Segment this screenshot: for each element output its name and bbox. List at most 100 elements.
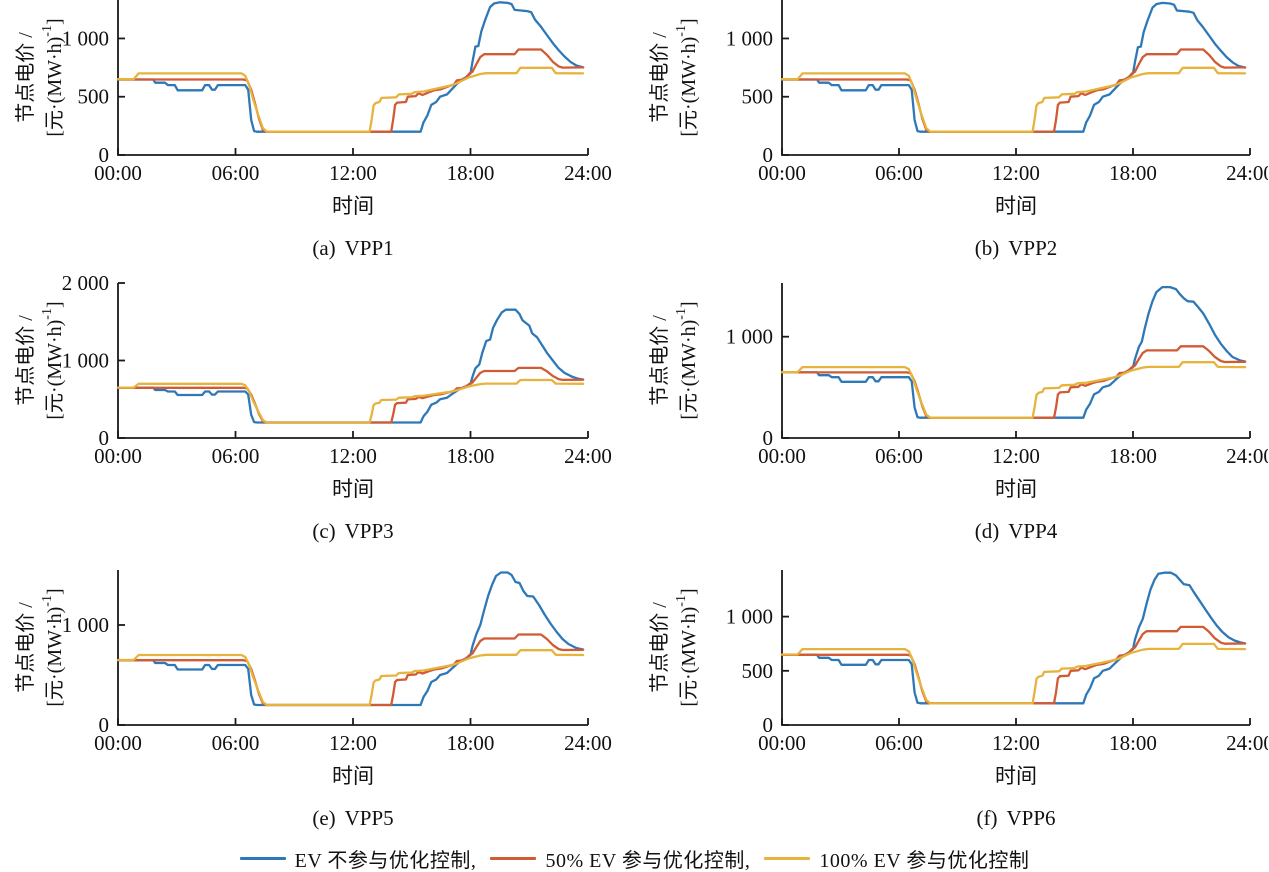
x-tick-label: 12:00 (329, 731, 377, 755)
y-tick-label: 2 000 (62, 271, 109, 295)
y-tick-label: 1 000 (726, 605, 773, 629)
series-line-ev0 (116, 1, 585, 133)
x-tick-label: 06:00 (212, 161, 260, 185)
y-tick-label: 0 (99, 426, 110, 450)
subplot-caption: (f) VPP6 (976, 806, 1055, 830)
subplot-a-vpp1: 0 500 1 000 00:00 06:00 12:00 18:00 24:00 节点电价 /… (0, 0, 634, 270)
x-tick-label: 24:00 (1226, 444, 1268, 468)
y-tick-label: 500 (742, 659, 774, 683)
y-tick-label: 0 (763, 143, 774, 167)
y-axis-label-unit: [元·(MW·h)-1] (40, 588, 67, 706)
legend-line-sample-yellow-icon (764, 856, 811, 860)
x-tick-label: 12:00 (992, 731, 1040, 755)
subplot-caption: (e) VPP5 (312, 806, 393, 830)
series-line-ev0 (780, 1, 1247, 133)
series-line-ev0 (780, 571, 1247, 705)
y-tick-label: 1 000 (62, 613, 109, 637)
x-tick-label: 00:00 (758, 161, 806, 185)
y-tick-label: 0 (763, 713, 774, 737)
x-tick-label: 06:00 (212, 444, 260, 468)
x-tick-label: 00:00 (94, 731, 142, 755)
subplot-c-vpp3: 0 1 000 2 000 00:00 06:00 12:00 18:00 24:00 节点电价… (0, 270, 634, 557)
x-tick-label: 00:00 (94, 444, 142, 468)
series-line-ev50 (116, 48, 585, 133)
x-tick-label: 06:00 (875, 444, 923, 468)
series-line-ev0 (780, 285, 1247, 419)
x-tick-label: 00:00 (94, 161, 142, 185)
legend-item-ev-50: 50% EV 参与优化控制, (490, 844, 750, 872)
x-tick-label: 24:00 (1226, 731, 1268, 755)
subplot-grid: 0 500 1 000 00:00 06:00 12:00 18:00 24:00 节点电价 /… (0, 0, 1269, 844)
x-tick-label: 12:00 (992, 161, 1040, 185)
subplot-caption: (d) VPP4 (975, 519, 1058, 543)
y-tick-label: 1 000 (62, 26, 109, 50)
x-tick-label: 12:00 (329, 161, 377, 185)
legend-line-sample-orange-icon (490, 856, 537, 860)
axis-frame (117, 283, 588, 439)
legend-item-ev-100: 100% EV 参与优化控制 (764, 844, 1029, 872)
x-axis-label: 时间 (995, 194, 1037, 218)
y-axis-label-line1: 节点电价 / (14, 32, 37, 123)
chart-svg-vpp4: 0 1 000 00:00 06:00 12:00 18:00 24:00 节点电价 /[元·… (648, 283, 1268, 543)
x-tick-label: 24:00 (1226, 161, 1268, 185)
x-tick-label: 18:00 (447, 161, 495, 185)
series-line-ev100 (780, 361, 1247, 419)
y-tick-label: 500 (78, 85, 110, 109)
subplot-caption: (a) VPP1 (312, 236, 393, 260)
subplot-f-vpp6: 0 500 1 000 00:00 06:00 12:00 18:00 24:00 节点电价 /… (634, 557, 1269, 844)
y-axis-label-line1: 节点电价 / (648, 602, 671, 693)
y-axis-label-line1: 节点电价 / (14, 315, 37, 406)
chart-svg-vpp1: 0 500 1 000 00:00 06:00 12:00 18:00 24:00 节点电价 /… (14, 0, 612, 260)
y-axis-label-line1: 节点电价 / (648, 32, 671, 123)
y-tick-label: 0 (99, 143, 110, 167)
x-tick-label: 06:00 (875, 731, 923, 755)
series-line-ev100 (780, 66, 1247, 133)
legend-line-sample-blue-icon (239, 856, 286, 860)
y-axis-label-line1: 节点电价 / (14, 602, 37, 693)
axis-frame (781, 283, 1250, 439)
series-line-ev100 (780, 642, 1247, 705)
x-tick-label: 18:00 (1109, 444, 1157, 468)
x-axis-label: 时间 (332, 764, 374, 788)
series-line-ev100 (116, 66, 585, 133)
x-tick-label: 12:00 (992, 444, 1040, 468)
x-axis-label: 时间 (995, 477, 1037, 501)
axis-frame (117, 570, 588, 726)
x-axis-label: 时间 (332, 194, 374, 218)
subplot-caption: (c) VPP3 (312, 519, 393, 543)
series-line-ev50 (780, 48, 1247, 133)
subplot-d-vpp4: 0 1 000 00:00 06:00 12:00 18:00 24:00 节点电价 /[元·… (634, 270, 1269, 557)
x-tick-label: 06:00 (212, 731, 260, 755)
x-tick-label: 00:00 (758, 444, 806, 468)
legend-item-ev-none: EV 不参与优化控制, (239, 844, 477, 872)
y-axis-label-unit: [元·(MW·h)-1] (40, 18, 67, 136)
y-tick-label: 500 (742, 85, 774, 109)
legend-label-ev-none: EV 不参与优化控制, (294, 849, 477, 872)
series-line-ev100 (116, 649, 585, 707)
legend: EV 不参与优化控制, 50% EV 参与优化控制, 100% EV 参与优化控… (0, 844, 1269, 872)
series-line-ev0 (116, 308, 585, 424)
subplot-b-vpp2: 0 500 1 000 00:00 06:00 12:00 18:00 24:00 节点电价 /… (634, 0, 1269, 270)
x-tick-label: 12:00 (329, 444, 377, 468)
chart-svg-vpp6: 0 500 1 000 00:00 06:00 12:00 18:00 24:00 节点电价 /… (648, 570, 1268, 830)
y-tick-label: 0 (763, 426, 774, 450)
y-tick-label: 1 000 (62, 349, 109, 373)
chart-svg-vpp3: 0 1 000 2 000 00:00 06:00 12:00 18:00 24:00 节点电价… (14, 271, 612, 543)
chart-svg-vpp5: 0 1 000 00:00 06:00 12:00 18:00 24:00 节点电价 / [元·… (14, 570, 612, 830)
y-axis-label-line1: 节点电价 / (648, 315, 671, 406)
subplot-e-vpp5: 0 1 000 00:00 06:00 12:00 18:00 24:00 节点电价 / [元·… (0, 557, 634, 844)
y-axis-label-unit: [元·(MW·h)-1] (40, 301, 67, 419)
x-tick-label: 06:00 (875, 161, 923, 185)
x-axis-label: 时间 (995, 764, 1037, 788)
y-tick-label: 1 000 (726, 325, 773, 349)
y-axis-label-unit: [元·(MW·h)-1] (674, 588, 701, 706)
x-tick-label: 18:00 (447, 731, 495, 755)
x-tick-label: 24:00 (564, 444, 612, 468)
y-tick-label: 0 (99, 713, 110, 737)
x-tick-label: 00:00 (758, 731, 806, 755)
x-tick-label: 18:00 (447, 444, 495, 468)
x-tick-label: 24:00 (564, 161, 612, 185)
subplot-caption: (b) VPP2 (975, 236, 1058, 260)
series-line-ev100 (116, 378, 585, 424)
